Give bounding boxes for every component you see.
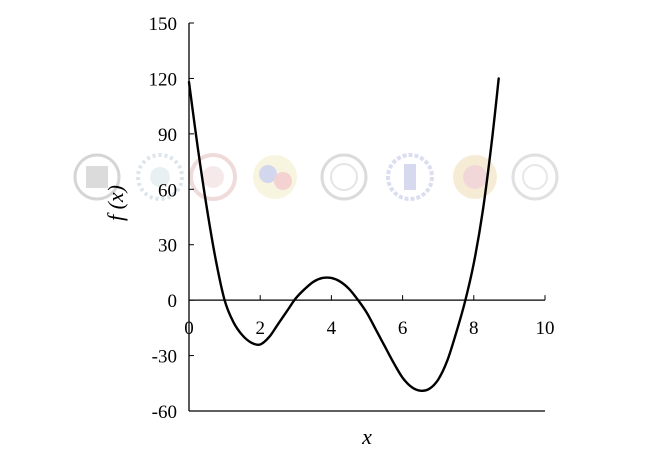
- y-tick-label: -60: [152, 402, 177, 423]
- watermark-logo-icon: [189, 153, 237, 201]
- y-tick-label: 60: [158, 180, 177, 201]
- y-axis-ticks: -60 -30 0 30 60 90 120 150: [149, 14, 194, 423]
- y-tick-label: 0: [168, 291, 178, 312]
- y-axis-title: f (x): [103, 185, 128, 221]
- watermark-logo-icon: [253, 155, 297, 199]
- watermark-logo-icon: [320, 153, 368, 201]
- series-group: [187, 77, 500, 392]
- x-tick-label: 6: [398, 318, 408, 339]
- watermark-logo-icon: [136, 153, 184, 201]
- watermark-logo-icon: [386, 153, 434, 201]
- x-tick-label: 10: [536, 318, 555, 339]
- x-tick-label: 0: [184, 318, 194, 339]
- watermark-logos: [73, 153, 559, 201]
- x-axis-title: x: [361, 424, 372, 449]
- x-tick-label: 4: [327, 318, 337, 339]
- watermark-logo-icon: [73, 153, 121, 201]
- y-tick-label: 120: [149, 69, 178, 90]
- y-tick-label: 90: [158, 125, 177, 146]
- x-tick-label: 2: [255, 318, 265, 339]
- x-axis-ticks: 0 2 4 6 8 10: [184, 295, 555, 339]
- y-tick-label: -30: [152, 347, 177, 368]
- y-tick-label: 30: [158, 236, 177, 257]
- plot-area: [188, 23, 545, 412]
- x-tick-label: 8: [469, 318, 479, 339]
- series-line: [187, 77, 500, 392]
- y-tick-label: 150: [149, 14, 178, 35]
- watermark-logo-icon: [511, 153, 559, 201]
